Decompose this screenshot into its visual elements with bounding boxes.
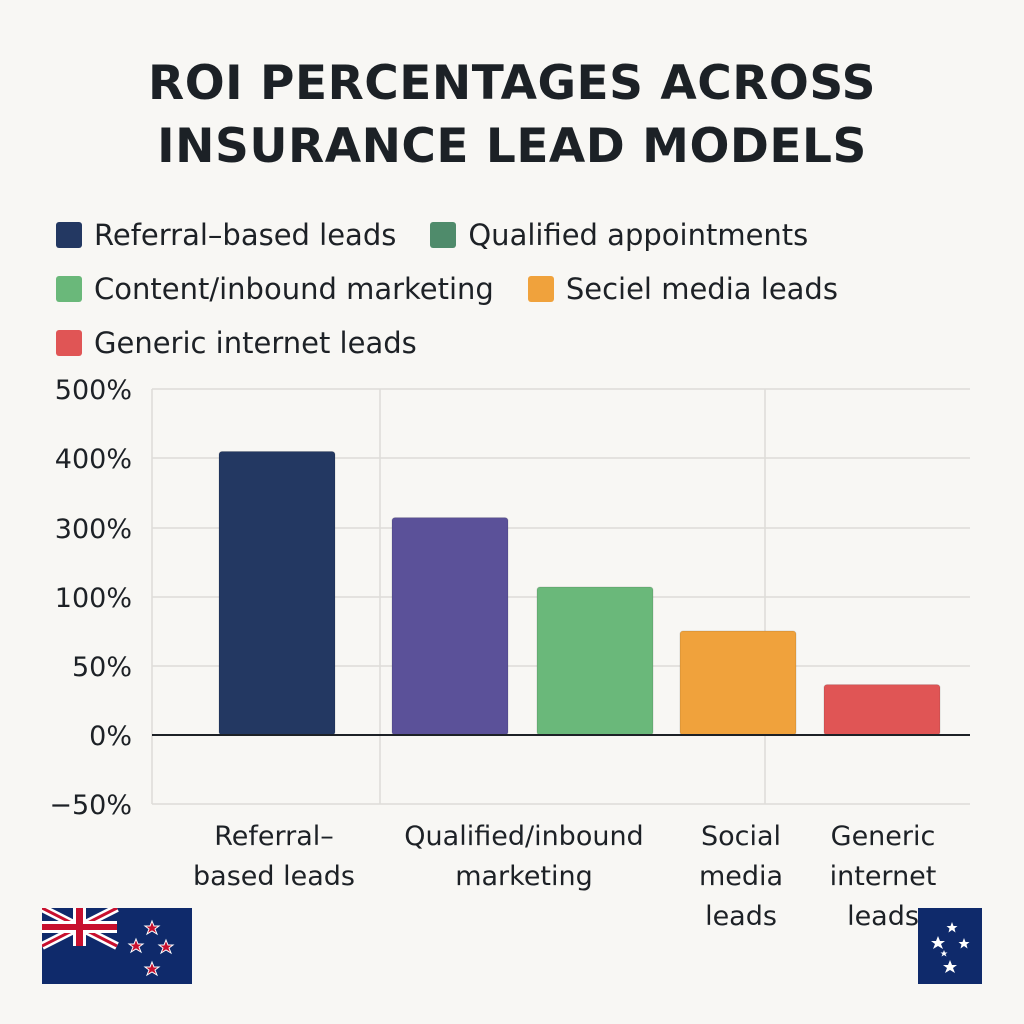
- y-tick-label: 400%: [55, 444, 132, 475]
- union-jack-canton: [42, 908, 119, 950]
- star-icon: [943, 960, 957, 973]
- chart-title: ROI PERCENTAGES ACROSS INSURANCE LEAD MO…: [0, 52, 1024, 178]
- star-icon: [946, 922, 958, 933]
- star-icon: [143, 960, 161, 977]
- legend: Referral–based leads Qualified appointme…: [56, 208, 996, 370]
- australia-flag-icon: [918, 908, 982, 984]
- x-axis-label: Referral–: [214, 821, 334, 852]
- star-icon: [958, 938, 970, 949]
- star-icon: [143, 919, 161, 936]
- bar: [679, 630, 797, 736]
- y-tick-label: 50%: [72, 652, 132, 683]
- x-axis-label: internet: [830, 861, 937, 892]
- bar: [218, 451, 336, 736]
- y-tick-label: −50%: [49, 790, 132, 821]
- legend-row: Generic internet leads: [56, 316, 996, 370]
- chart-title-line-1: ROI PERCENTAGES ACROSS: [148, 56, 876, 111]
- legend-item-generic: Generic internet leads: [56, 326, 417, 360]
- x-axis-label: Social: [701, 821, 781, 852]
- legend-row: Referral–based leads Qualified appointme…: [56, 208, 996, 262]
- legend-label: Content/inbound marketing: [94, 272, 494, 306]
- bar: [536, 586, 654, 736]
- star-icon: [127, 937, 145, 954]
- legend-item-referral: Referral–based leads: [56, 218, 396, 252]
- legend-swatch: [430, 222, 457, 248]
- star-icon: [940, 950, 948, 957]
- legend-row: Content/inbound marketing Seciel media l…: [56, 262, 996, 316]
- x-axis-label: leads: [847, 901, 919, 932]
- y-tick-label: 500%: [55, 375, 132, 406]
- y-tick-label: 100%: [55, 583, 132, 614]
- x-axis-label: marketing: [455, 861, 593, 892]
- chart-title-line-2: INSURANCE LEAD MODELS: [157, 119, 867, 174]
- bar: [823, 684, 941, 736]
- x-axis-label: Qualified/inbound: [404, 821, 643, 852]
- legend-label: Generic internet leads: [94, 326, 417, 360]
- star-icon: [157, 938, 175, 955]
- x-axis-label: Generic: [831, 821, 936, 852]
- legend-item-content: Content/inbound marketing: [56, 272, 494, 306]
- star-icon: [931, 936, 945, 949]
- legend-label: Referral–based leads: [94, 218, 397, 252]
- legend-swatch: [56, 222, 82, 248]
- legend-item-qualified: Qualified appointments: [430, 218, 808, 252]
- x-axis-label: media: [699, 861, 783, 892]
- au-flag-field: [918, 908, 982, 984]
- legend-swatch: [56, 330, 82, 356]
- x-axis-label: based leads: [193, 861, 355, 892]
- legend-swatch: [56, 276, 82, 302]
- legend-label: Qualified appointments: [468, 218, 809, 252]
- legend-label: Seciel media leads: [565, 272, 838, 306]
- y-tick-label: 0%: [89, 721, 132, 752]
- y-tick-label: 300%: [55, 514, 132, 545]
- legend-swatch: [527, 276, 554, 302]
- bar: [391, 517, 509, 736]
- new-zealand-flag-icon: [42, 908, 192, 984]
- x-axis-label: leads: [705, 901, 777, 932]
- legend-item-social: Seciel media leads: [527, 272, 838, 306]
